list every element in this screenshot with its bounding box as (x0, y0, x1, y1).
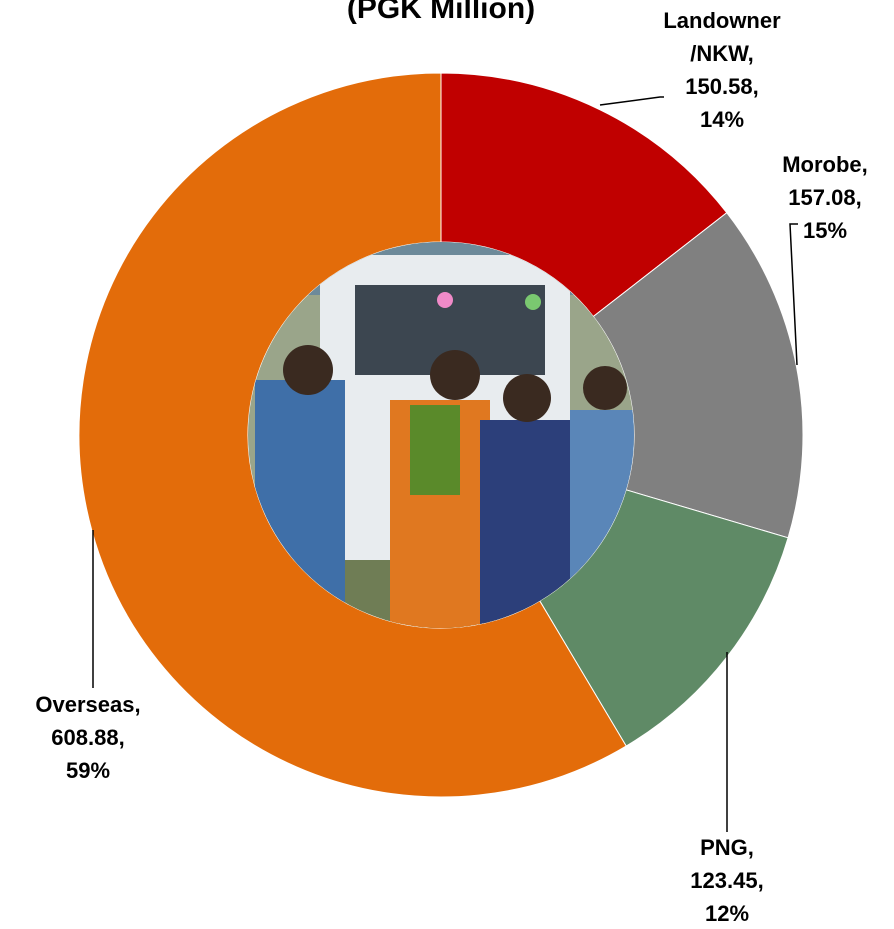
data-label: PNG, (700, 835, 754, 860)
data-label: 123.45, (690, 868, 763, 893)
data-label: 59% (66, 758, 110, 783)
data-label: Landowner (663, 8, 781, 33)
leader-line (599, 96, 664, 106)
data-label: 15% (803, 218, 847, 243)
data-label: 12% (705, 901, 749, 926)
leader-line (789, 223, 798, 366)
data-label: 14% (700, 107, 744, 132)
labels: Landowner/NKW, 150.58, 14% Morobe, 157.08, 15… (35, 8, 867, 926)
data-label: 608.88, (51, 725, 124, 750)
data-label: 150.58, (685, 74, 758, 99)
slices (78, 72, 804, 798)
data-label: /NKW, (690, 41, 754, 66)
data-label: 157.08, (788, 185, 861, 210)
data-label: Overseas, (35, 692, 140, 717)
chart-title: (PGK Million) (347, 0, 535, 25)
data-label: Morobe, (782, 152, 868, 177)
